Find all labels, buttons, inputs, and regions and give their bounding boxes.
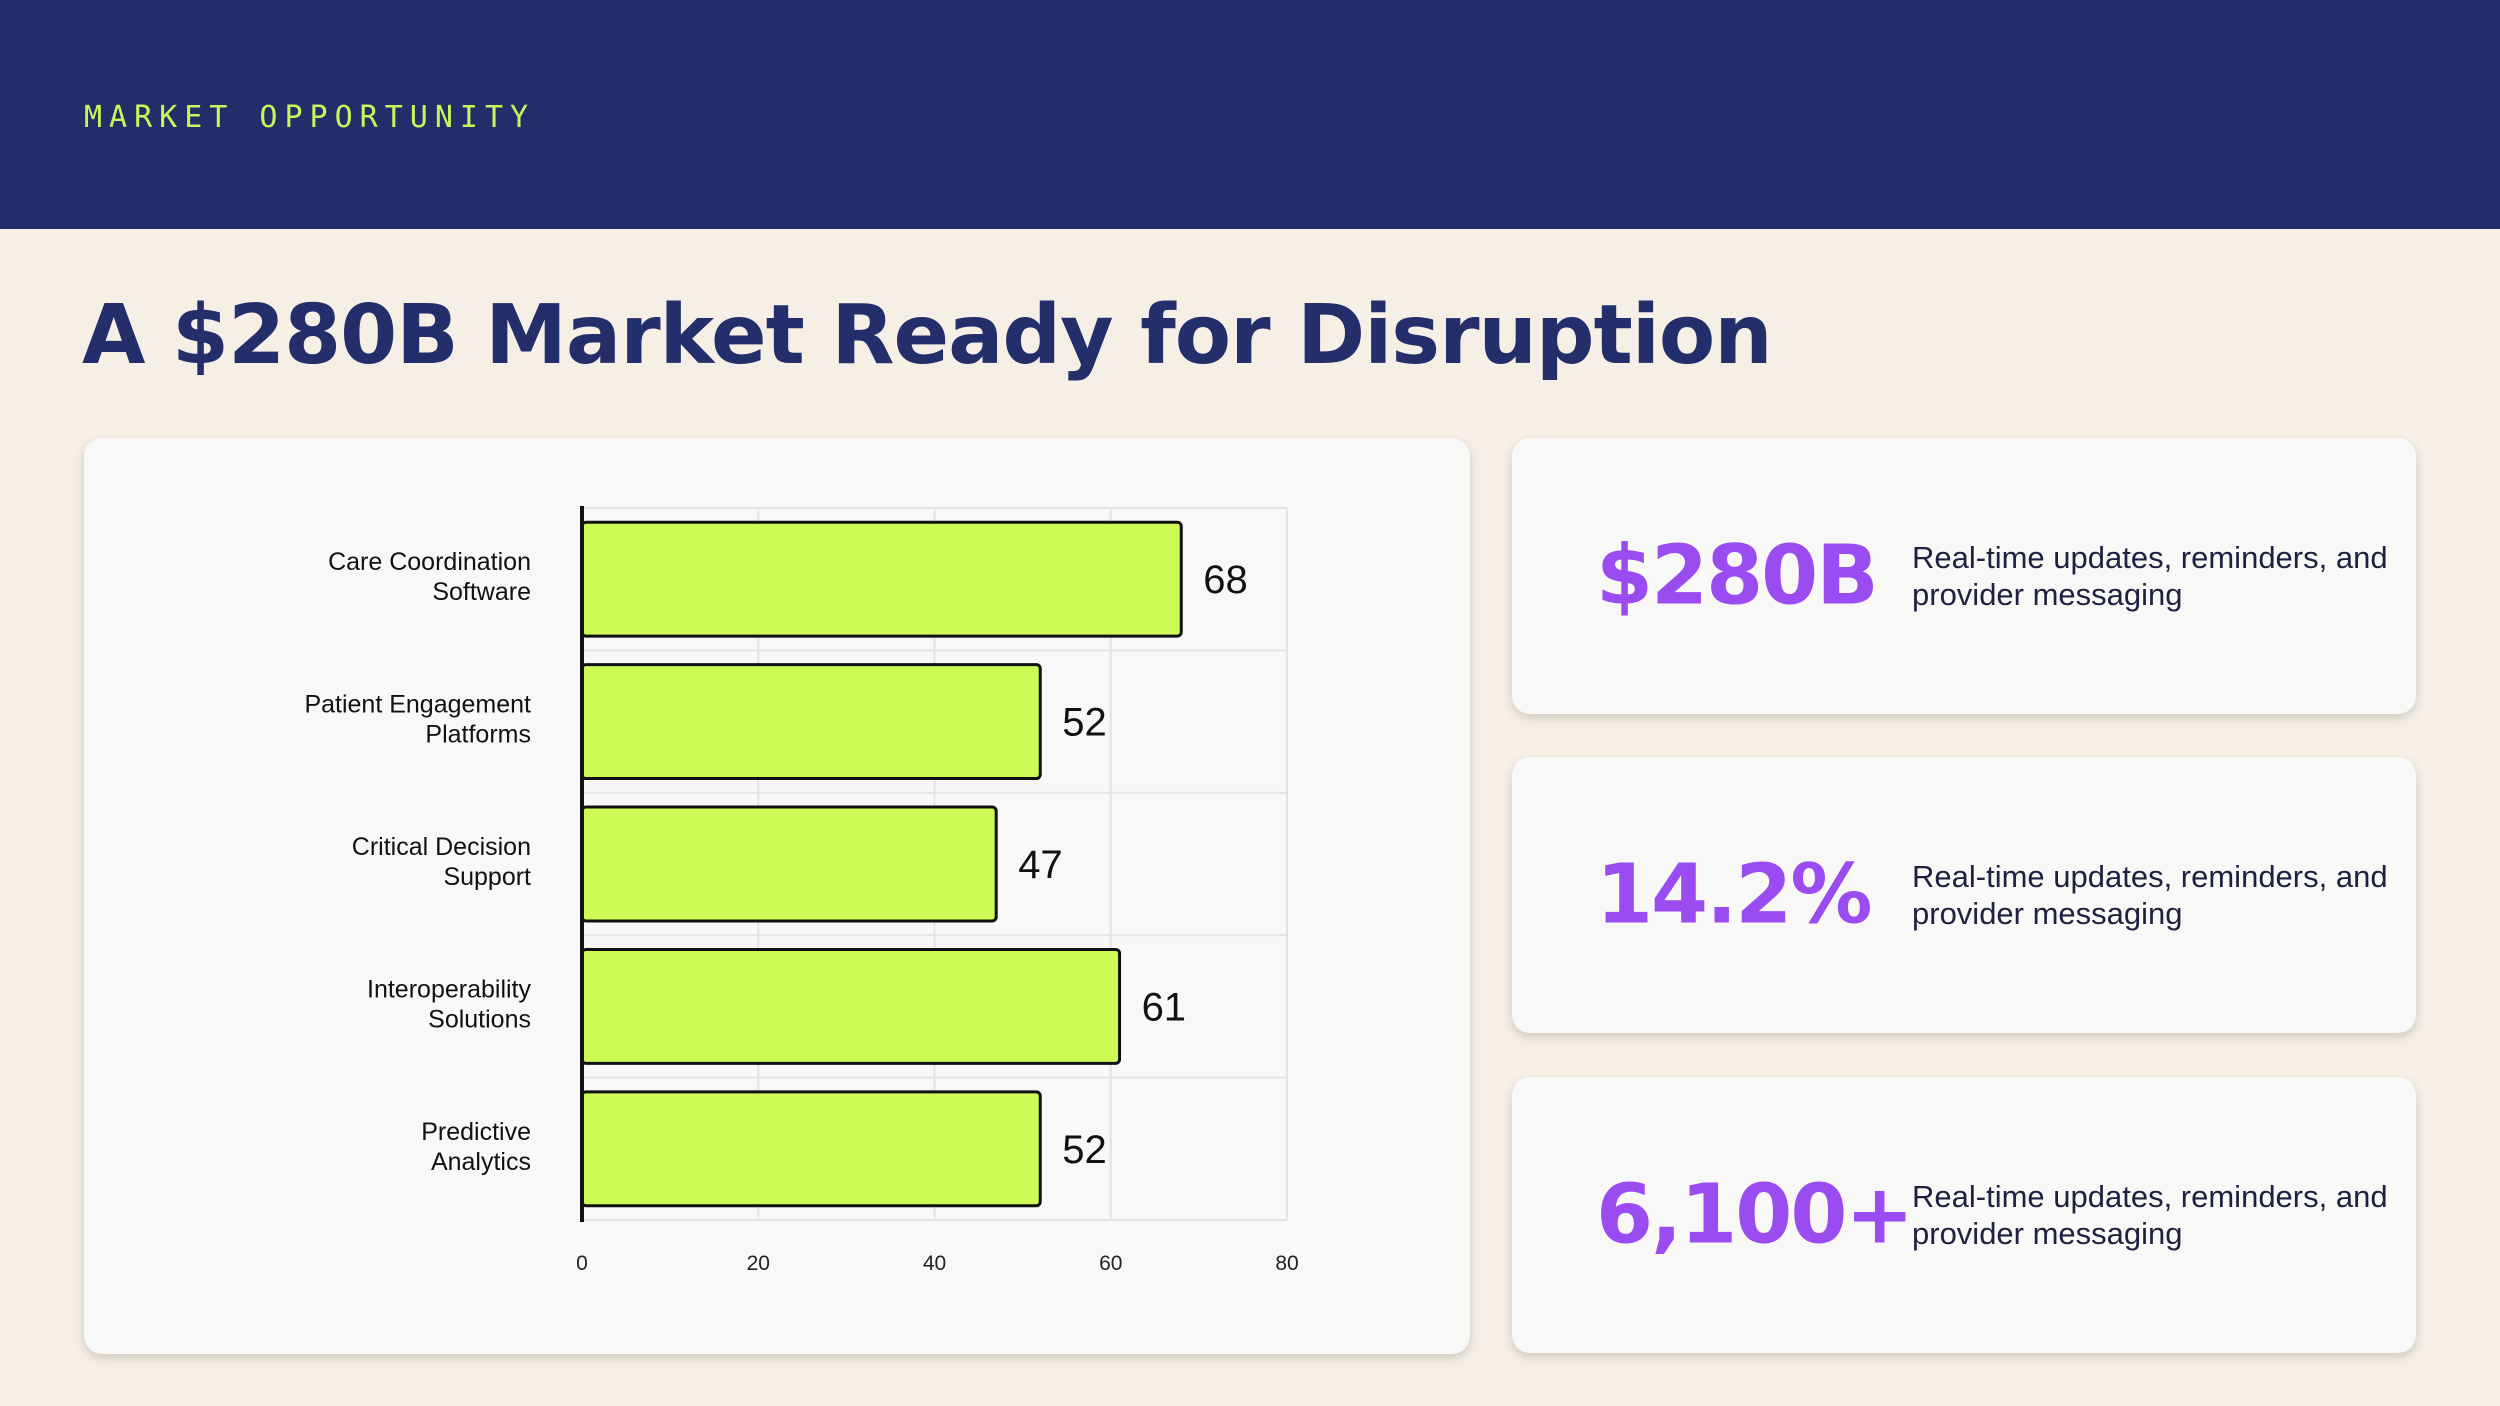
category-label: Predictive [421, 1118, 531, 1146]
bar [580, 1090, 1042, 1208]
header-bar: MARKET OPPORTUNITY [0, 0, 2500, 229]
data-label: 61 [1142, 985, 1187, 1029]
category-label: Solutions [428, 1005, 531, 1033]
data-label: 68 [1203, 558, 1248, 602]
bar [580, 520, 1183, 638]
chart-card: 68 Care Coordination Software 52 Patient Eng… [84, 438, 1470, 1354]
stat-card-market-size: $280B Real-time updates, reminders, and … [1512, 438, 2416, 714]
x-tick-label: 0 [576, 1252, 588, 1275]
x-tick-label: 40 [923, 1252, 946, 1275]
data-label: 47 [1018, 843, 1063, 887]
page-title: A $280B Market Ready for Disruption [82, 288, 1773, 383]
bar [580, 663, 1042, 781]
stat-card-count: 6,100+ Real-time updates, reminders, and… [1512, 1077, 2416, 1353]
category-label: Analytics [431, 1148, 531, 1176]
x-tick-label: 80 [1275, 1252, 1298, 1275]
x-tick-label: 20 [747, 1252, 770, 1275]
bar [580, 947, 1122, 1065]
stat-value: 14.2% [1596, 847, 1872, 943]
stat-value: $280B [1596, 528, 1879, 624]
stat-card-growth-rate: 14.2% Real-time updates, reminders, and … [1512, 757, 2416, 1033]
category-label: Platforms [425, 721, 531, 749]
data-label: 52 [1062, 701, 1107, 745]
stat-description: Real-time updates, reminders, and provid… [1912, 540, 2388, 612]
category-label: Critical Decision [352, 833, 531, 861]
category-label: Interoperability [367, 975, 531, 1003]
section-kicker: MARKET OPPORTUNITY [84, 100, 536, 135]
stat-value: 6,100+ [1596, 1167, 1914, 1263]
category-label: Software [432, 578, 531, 606]
stat-description: Real-time updates, reminders, and provid… [1912, 859, 2388, 931]
stat-description: Real-time updates, reminders, and provid… [1912, 1179, 2388, 1251]
x-tick-label: 60 [1099, 1252, 1122, 1275]
data-label: 52 [1062, 1128, 1107, 1172]
category-label: Patient Engagement [304, 691, 531, 719]
category-label: Support [443, 863, 531, 891]
category-label: Care Coordination [328, 548, 531, 576]
bar [580, 805, 998, 923]
